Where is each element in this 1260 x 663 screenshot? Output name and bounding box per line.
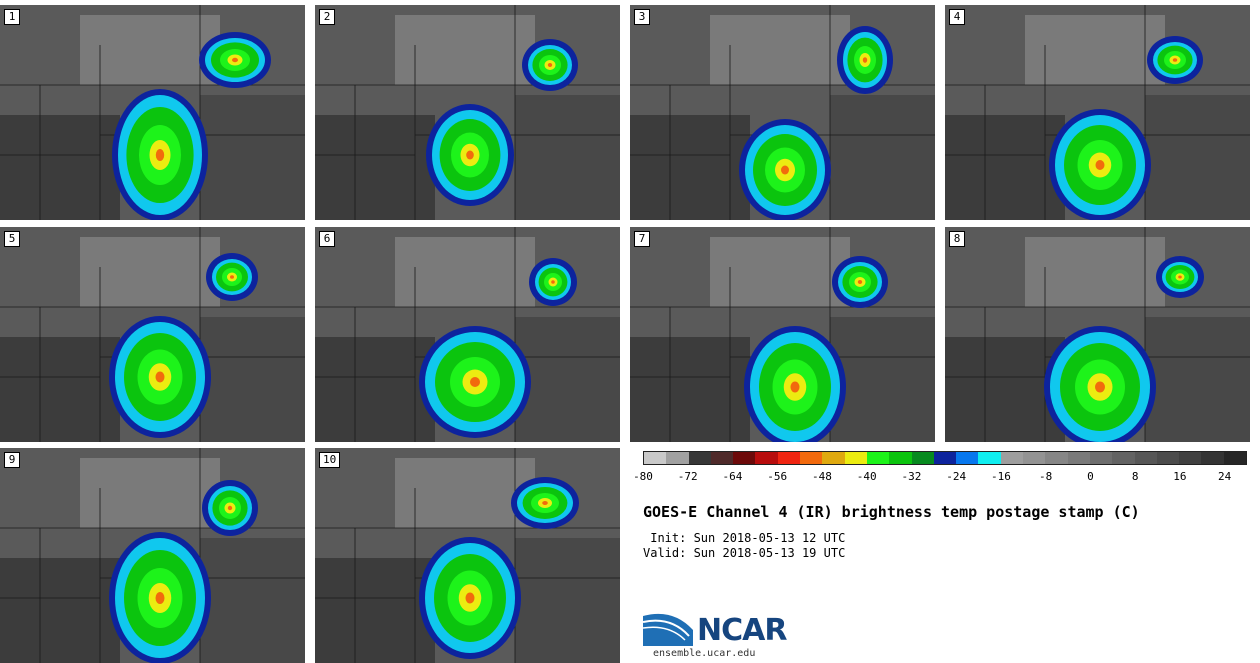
init-time: Init: Sun 2018-05-13 12 UTC <box>643 531 846 545</box>
panel-number-label: 10 <box>319 452 341 468</box>
postage-stamp-panel-3: 3 <box>630 5 935 220</box>
logo-wordmark: NCAR <box>697 613 787 648</box>
panel-number-label: 5 <box>4 231 20 247</box>
postage-stamp-panel-2: 2 <box>315 5 620 220</box>
colorbar-swatch <box>800 452 823 464</box>
colorbar-swatch <box>866 452 890 464</box>
postage-stamp-panel-8: 8 <box>945 227 1250 442</box>
colorbar-tick-label: -40 <box>856 470 877 483</box>
postage-stamp-panel-4: 4 <box>945 5 1250 220</box>
colorbar-swatch <box>688 452 711 464</box>
colorbar-tick-label: 24 <box>1218 470 1232 483</box>
panel-number-label: 2 <box>319 9 335 25</box>
postage-stamp-panel-1: 1 <box>0 5 305 220</box>
satellite-map-icon <box>945 5 1250 220</box>
colorbar-swatch <box>1201 452 1224 464</box>
satellite-map-icon <box>0 5 305 220</box>
ncar-logo-icon <box>643 613 693 646</box>
colorbar-swatch <box>644 452 667 464</box>
colorbar-swatch <box>1000 452 1024 464</box>
colorbar-swatch <box>666 452 689 464</box>
satellite-map-icon <box>315 5 620 220</box>
colorbar-swatch <box>844 452 867 464</box>
colorbar-tick-label: -48 <box>812 470 832 483</box>
colorbar-tick-label: -8 <box>1039 470 1053 483</box>
panel-number-label: 9 <box>4 452 20 468</box>
colorbar-tick-label: -32 <box>901 470 922 483</box>
valid-time: Valid: Sun 2018-05-13 19 UTC <box>643 546 846 560</box>
colorbar-tick-labels: -80-72-64-56-48-40-32-24-16-808162432 <box>633 470 1247 484</box>
colorbar-swatch <box>1112 452 1135 464</box>
colorbar-tick-label: -56 <box>767 470 788 483</box>
colorbar-swatch <box>777 452 801 464</box>
colorbar-swatch <box>889 452 912 464</box>
colorbar-swatch <box>1223 452 1247 464</box>
satellite-map-icon <box>0 227 305 442</box>
colorbar-swatch <box>1067 452 1090 464</box>
colorbar-swatch <box>1134 452 1157 464</box>
colorbar-swatch <box>755 452 778 464</box>
colorbar-tick-label: -16 <box>990 470 1011 483</box>
panel-number-label: 6 <box>319 231 335 247</box>
colorbar-swatch <box>1023 452 1046 464</box>
colorbar-tick-label: -72 <box>677 470 698 483</box>
colorbar-swatch <box>822 452 845 464</box>
panel-number-label: 8 <box>949 231 965 247</box>
satellite-map-icon <box>945 227 1250 442</box>
postage-stamp-panel-9: 9 <box>0 448 305 663</box>
satellite-map-icon <box>0 448 305 663</box>
colorbar-swatch <box>733 452 756 464</box>
postage-stamp-panel-10: 10 <box>315 448 620 663</box>
satellite-map-icon <box>630 5 935 220</box>
postage-stamp-panel-6: 6 <box>315 227 620 442</box>
colorbar-swatch <box>956 452 979 464</box>
colorbar-tick-label: 16 <box>1173 470 1187 483</box>
satellite-map-icon <box>315 227 620 442</box>
panel-number-label: 7 <box>634 231 650 247</box>
colorbar-swatch <box>978 452 1001 464</box>
colorbar-tick-label: -64 <box>722 470 743 483</box>
postage-stamp-panel-7: 7 <box>630 227 935 442</box>
colorbar-swatch <box>933 452 957 464</box>
colorbar-swatch <box>1045 452 1068 464</box>
colorbar-swatch <box>1156 452 1180 464</box>
panel-number-label: 3 <box>634 9 650 25</box>
colorbar-tick-label: -24 <box>946 470 967 483</box>
panel-number-label: 1 <box>4 9 20 25</box>
postage-stamp-panel-5: 5 <box>0 227 305 442</box>
temperature-colorbar <box>643 451 1247 465</box>
chart-title: GOES-E Channel 4 (IR) brightness temp po… <box>643 503 1140 521</box>
panel-number-label: 4 <box>949 9 965 25</box>
colorbar-tick-label: 8 <box>1131 470 1139 483</box>
colorbar-swatch <box>911 452 934 464</box>
satellite-map-icon <box>315 448 620 663</box>
colorbar-swatch <box>1089 452 1113 464</box>
satellite-map-icon <box>630 227 935 442</box>
colorbar-tick-label: 0 <box>1087 470 1094 483</box>
colorbar-swatch <box>1179 452 1202 464</box>
colorbar-tick-label: -80 <box>633 470 653 483</box>
colorbar-swatch <box>710 452 734 464</box>
logo-url: ensemble.ucar.edu <box>653 648 756 659</box>
